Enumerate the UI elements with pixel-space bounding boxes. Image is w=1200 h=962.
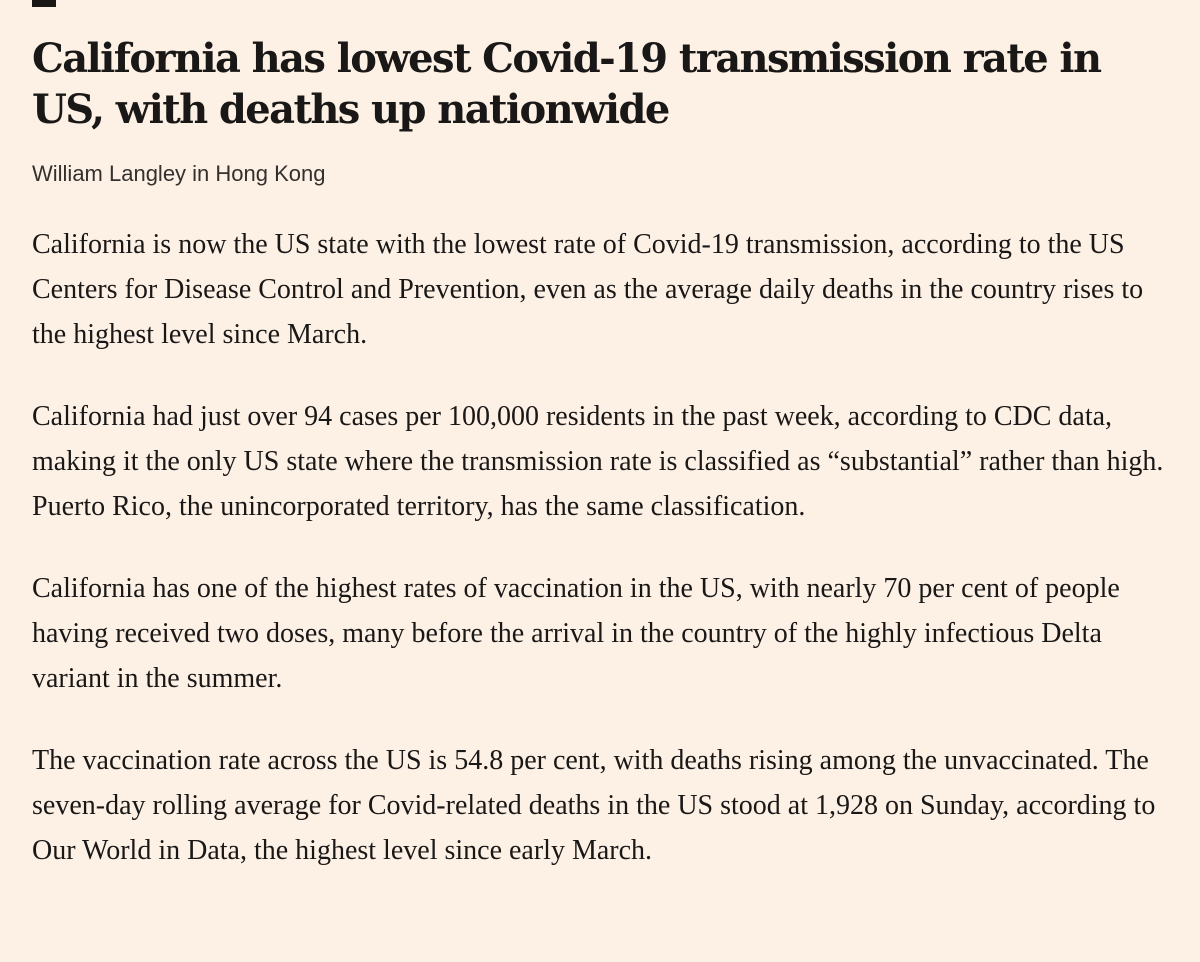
paragraph-3: California has one of the highest rates … — [32, 573, 1120, 694]
top-rule-divider — [32, 0, 56, 7]
paragraph-2: California had just over 94 cases per 10… — [32, 401, 1164, 522]
byline[interactable]: William Langley in Hong Kong — [32, 161, 326, 186]
headline: California has lowest Covid-19 transmiss… — [32, 35, 1102, 133]
paragraph-4: The vaccination rate across the US is 54… — [32, 745, 1156, 866]
article-body: California is now the US state with the … — [32, 222, 1170, 873]
paragraph-1: California is now the US state with the … — [32, 229, 1144, 350]
